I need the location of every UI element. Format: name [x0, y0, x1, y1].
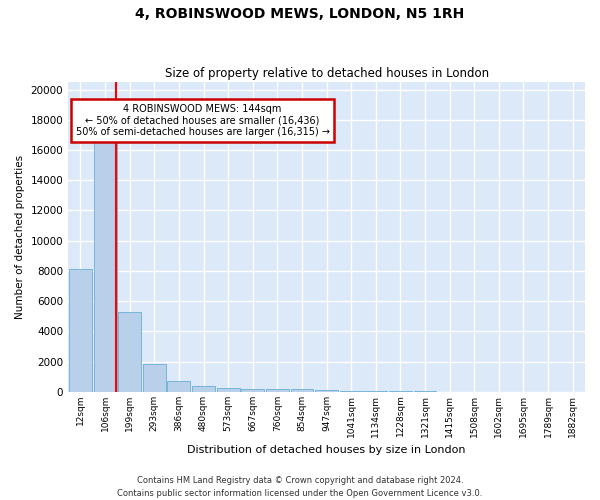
Text: 4 ROBINSWOOD MEWS: 144sqm
← 50% of detached houses are smaller (16,436)
50% of s: 4 ROBINSWOOD MEWS: 144sqm ← 50% of detac… — [76, 104, 329, 137]
X-axis label: Distribution of detached houses by size in London: Distribution of detached houses by size … — [187, 445, 466, 455]
Y-axis label: Number of detached properties: Number of detached properties — [15, 155, 25, 319]
Bar — [167, 382, 190, 392]
Text: Contains HM Land Registry data © Crown copyright and database right 2024.
Contai: Contains HM Land Registry data © Crown c… — [118, 476, 482, 498]
Bar — [94, 142, 116, 392]
Bar — [118, 312, 141, 392]
Bar — [241, 388, 264, 392]
Bar — [315, 390, 338, 392]
Bar — [340, 391, 362, 392]
Title: Size of property relative to detached houses in London: Size of property relative to detached ho… — [164, 66, 488, 80]
Bar — [290, 389, 313, 392]
Bar — [217, 388, 239, 392]
Bar — [364, 391, 387, 392]
Bar — [192, 386, 215, 392]
Text: 4, ROBINSWOOD MEWS, LONDON, N5 1RH: 4, ROBINSWOOD MEWS, LONDON, N5 1RH — [136, 8, 464, 22]
Bar — [143, 364, 166, 392]
Bar — [266, 389, 289, 392]
Bar — [69, 270, 92, 392]
